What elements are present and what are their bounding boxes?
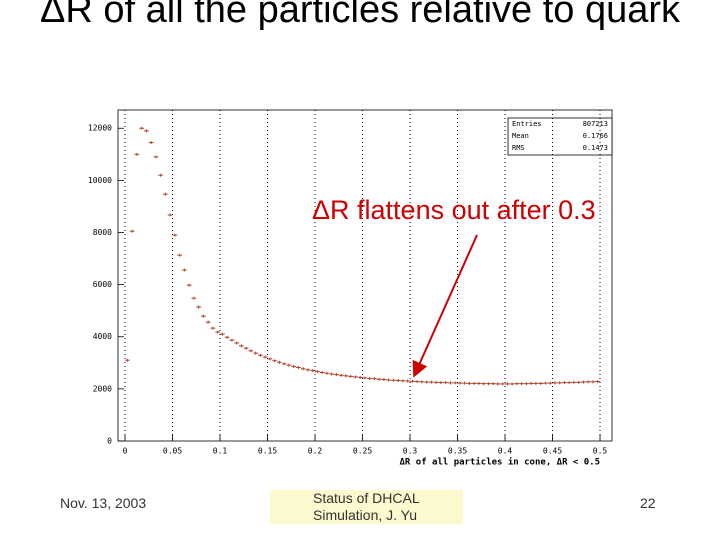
stats-value: 0.1766: [583, 132, 608, 140]
footer-date: Nov. 13, 2003: [60, 495, 147, 511]
plot-frame: [117, 109, 613, 442]
x-tick-label: 0.4: [498, 447, 513, 456]
y-tick-label: 0: [107, 437, 112, 446]
y-tick-label: 8000: [93, 228, 112, 237]
x-tick-label: 0: [123, 447, 128, 456]
stats-value: 0.1473: [583, 144, 608, 152]
annotation: ΔR flattens out after 0.3: [312, 195, 596, 225]
x-tick-label: 0.5: [593, 447, 608, 456]
stats-label: Entries: [512, 120, 542, 128]
y-tick-label: 12000: [88, 124, 112, 133]
stats-box: [507, 117, 613, 156]
x-tick-label: 0.2: [308, 447, 323, 456]
slide-title: ΔR of all the particles relative to quar…: [40, 0, 681, 31]
y-tick-label: 4000: [93, 332, 112, 341]
page-number: 22: [640, 495, 656, 511]
x-tick-label: 0.35: [448, 447, 467, 456]
y-tick-label: 10000: [88, 176, 112, 185]
plot-area: [125, 126, 601, 386]
x-tick-label: 0.45: [543, 447, 562, 456]
stats-label: RMS: [512, 144, 525, 152]
x-tick-label: 0.1: [213, 447, 228, 456]
x-tick-label: 0.3: [403, 447, 418, 456]
x-tick-label: 0.15: [258, 447, 277, 456]
footer-center: Status of DHCAL Simulation, J. Yu: [270, 490, 463, 524]
annotation-arrow: [412, 234, 478, 378]
y-tick-label: 6000: [93, 280, 112, 289]
x-axis-label: ΔR of all particles in cone, ΔR < 0.5: [400, 457, 600, 468]
x-tick-label: 0.05: [163, 447, 182, 456]
x-tick-label: 0.25: [353, 447, 372, 456]
y-tick-label: 2000: [93, 384, 112, 393]
stats-label: Mean: [512, 132, 529, 140]
stats-value: 807213: [583, 120, 608, 128]
